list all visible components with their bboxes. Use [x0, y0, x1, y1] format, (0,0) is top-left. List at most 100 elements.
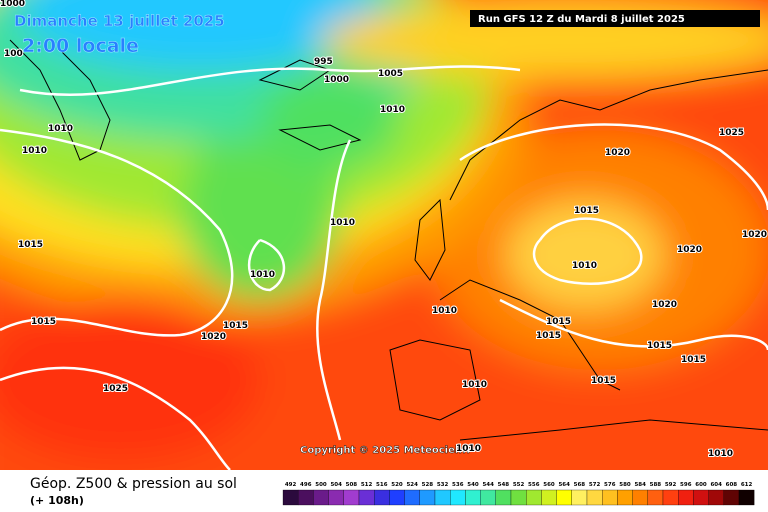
valid-date: Dimanche 13 juillet 2025 — [14, 12, 225, 30]
color-swatch — [738, 489, 755, 506]
color-swatch — [495, 489, 512, 506]
isobar-label: 1015 — [591, 376, 616, 386]
color-swatch — [419, 489, 436, 506]
isobar-label: 1015 — [647, 341, 672, 351]
isobar-label: 1005 — [378, 69, 403, 79]
color-swatch — [450, 489, 466, 506]
scale-label: 520 — [391, 482, 403, 488]
scale-label: 560 — [543, 482, 555, 488]
isobar-label: 1010 — [708, 449, 733, 459]
isobar-label: 1015 — [31, 317, 56, 327]
color-swatch — [602, 489, 618, 506]
color-swatch — [358, 489, 375, 506]
isobar-label: 1000 — [324, 75, 349, 85]
isobar-label: 1015 — [574, 206, 599, 216]
isobar-label: 1015 — [546, 317, 571, 327]
field-title: Géop. Z500 & pression au sol — [30, 476, 237, 492]
isobar-label: 1015 — [536, 331, 561, 341]
color-swatch — [632, 489, 648, 506]
run-banner — [470, 10, 760, 27]
isobars — [0, 65, 768, 471]
isobar-label: 1010 — [380, 105, 405, 115]
isobar-label: 1020 — [677, 245, 702, 255]
scale-label: 580 — [619, 482, 631, 488]
scale-label: 544 — [482, 482, 494, 488]
color-swatch — [389, 489, 405, 506]
run-info: Run GFS 12 Z du Mardi 8 juillet 2025 — [478, 14, 685, 25]
scale-label: 564 — [558, 482, 570, 488]
copyright: Copyright © 2025 Meteociel.fr — [300, 445, 471, 456]
isobar-label: 1020 — [605, 148, 630, 158]
lead-time: (+ 108h) — [30, 494, 84, 507]
isobar-label: 1000 — [0, 0, 25, 9]
scale-label: 608 — [726, 482, 738, 488]
scale-label: 500 — [315, 482, 327, 488]
color-swatch — [434, 489, 451, 506]
color-swatch — [617, 489, 633, 506]
isobar-label: 1015 — [223, 321, 248, 331]
scale-label: 492 — [285, 482, 297, 488]
scale-label: 588 — [650, 482, 662, 488]
isobar-label: 1010 — [48, 124, 73, 134]
color-swatch — [526, 489, 542, 506]
isobar-label: 1010 — [250, 270, 275, 280]
scale-label: 592 — [665, 482, 677, 488]
color-swatch — [404, 489, 420, 506]
scale-label: 512 — [361, 482, 373, 488]
scale-label: 536 — [452, 482, 464, 488]
scale-label: 576 — [604, 482, 616, 488]
isobar-label: 995 — [314, 57, 333, 67]
scale-label: 552 — [513, 482, 525, 488]
color-swatch — [647, 489, 664, 506]
color-swatch — [662, 489, 679, 506]
valid-time: 2:00 locale — [22, 35, 139, 57]
color-swatch — [693, 489, 709, 506]
color-swatch — [586, 489, 603, 506]
isobar-label: 1025 — [719, 128, 744, 138]
scale-label: 532 — [437, 482, 449, 488]
color-swatch — [343, 489, 360, 506]
scale-label: 540 — [467, 482, 479, 488]
isobar-label: 1010 — [432, 306, 457, 316]
color-swatch — [556, 489, 572, 506]
color-swatch — [374, 489, 390, 506]
color-swatch — [313, 489, 329, 506]
scale-label: 568 — [574, 482, 586, 488]
color-swatch — [723, 489, 740, 506]
scale-label: 556 — [528, 482, 540, 488]
isobar-label: 1010 — [22, 146, 47, 156]
color-swatch — [282, 489, 299, 506]
isobar-label: 1010 — [572, 261, 597, 271]
scale-label: 508 — [346, 482, 358, 488]
color-swatch — [328, 489, 344, 506]
scale-label: 604 — [710, 482, 722, 488]
color-swatch — [465, 489, 481, 506]
scale-label: 572 — [589, 482, 601, 488]
isobar-label: 1010 — [462, 380, 487, 390]
scale-label: 496 — [300, 482, 312, 488]
isobar-label: 1010 — [456, 444, 481, 454]
color-swatch — [298, 489, 314, 506]
scale-label: 600 — [695, 482, 707, 488]
color-swatch — [571, 489, 588, 506]
isobar-label: 1020 — [652, 300, 677, 310]
scale-label: 548 — [498, 482, 510, 488]
color-swatch — [480, 489, 496, 506]
isobar-label: 1010 — [330, 218, 355, 228]
scale-label: 612 — [741, 482, 753, 488]
scale-label: 596 — [680, 482, 692, 488]
color-swatch — [510, 489, 527, 506]
scale-label: 504 — [330, 482, 342, 488]
isobar-label: 1015 — [681, 355, 706, 365]
color-swatch — [541, 489, 557, 506]
isobar-label: 100 — [4, 49, 23, 59]
scale-label: 524 — [406, 482, 418, 488]
isobar-label: 1025 — [103, 384, 128, 394]
isobar-label: 1015 — [18, 240, 43, 250]
scale-label: 584 — [634, 482, 646, 488]
isobar-label: 1020 — [201, 332, 226, 342]
scale-label: 516 — [376, 482, 388, 488]
